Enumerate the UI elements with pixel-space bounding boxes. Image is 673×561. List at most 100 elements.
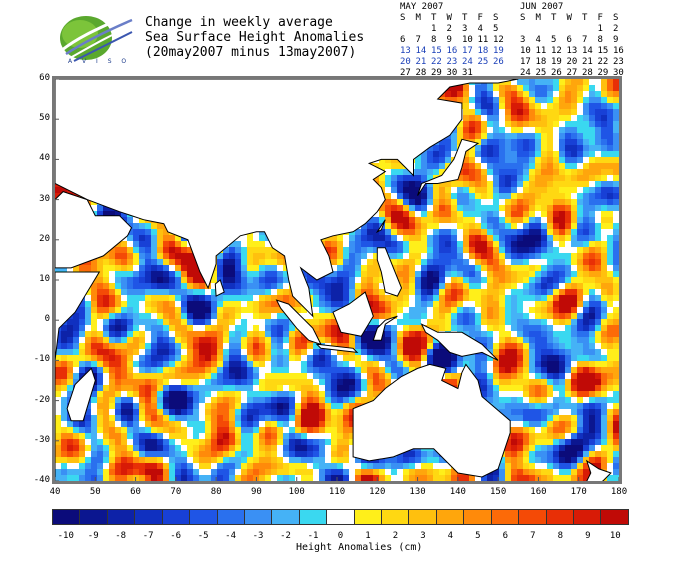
calendar-day: 4 <box>535 35 541 45</box>
calendar-day: 28 <box>582 68 593 78</box>
calendar-day: 23 <box>613 57 624 67</box>
calendar-day <box>400 24 416 35</box>
calendar-day: 9 <box>446 35 452 45</box>
color-scale-swatch <box>382 510 410 524</box>
calendar-day: 27 <box>566 68 578 78</box>
color-scale-swatch <box>436 510 465 524</box>
calendar-weekday: T <box>551 13 557 23</box>
color-scale-label: -1 <box>307 531 319 541</box>
latitude-tick-label: 0 <box>44 314 50 325</box>
calendar-title: JUN 2007 <box>520 2 564 12</box>
calendar-day: 17 <box>462 46 473 56</box>
calendar-day: 8 <box>597 35 603 45</box>
color-scale-swatch <box>135 510 163 524</box>
calendar-day: 11 <box>535 46 547 56</box>
australia-land <box>352 363 511 478</box>
calendar-day: 10 <box>520 46 531 56</box>
map-title-line-2: Sea Surface Height Anomalies <box>145 30 365 45</box>
latitude-tick-label: 50 <box>39 113 50 124</box>
color-scale-swatch <box>272 510 300 524</box>
latitude-tick-label: -40 <box>33 475 50 485</box>
color-scale-swatch <box>162 510 191 524</box>
calendar-day: 3 <box>520 35 526 45</box>
japan-land <box>417 138 480 196</box>
calendar-weekday: F <box>477 13 483 23</box>
calendar-day: 22 <box>431 57 442 67</box>
sulawesi-land <box>372 315 398 341</box>
calendar-day: 5 <box>493 24 499 34</box>
color-scale-swatch <box>217 510 245 524</box>
color-scale-label: 4 <box>447 531 454 541</box>
sea-surface-height-map <box>52 76 622 484</box>
longitude-tick-label: 110 <box>328 487 346 497</box>
calendar-day: 14 <box>582 46 593 56</box>
color-scale-label: 2 <box>392 531 399 541</box>
calendar-weekday: F <box>597 13 603 23</box>
logo-text: A V I S O <box>68 58 131 65</box>
asia-land <box>55 79 519 318</box>
calendar-day: 26 <box>551 68 562 78</box>
calendar-day <box>582 24 598 35</box>
longitude-tick-label: 150 <box>490 487 507 497</box>
calendar-day: 25 <box>477 57 489 67</box>
calendar-day: 13 <box>566 46 578 56</box>
madagascar-land <box>66 367 96 422</box>
calendar-day: 16 <box>613 46 624 56</box>
calendar-weekday: M <box>415 13 421 23</box>
color-scale-label: 5 <box>475 531 481 541</box>
longitude-tick-label: 70 <box>170 487 182 497</box>
calendar-day: 18 <box>477 46 489 56</box>
calendar-title: MAY 2007 <box>400 2 444 12</box>
calendar-day: 8 <box>431 35 437 45</box>
calendar-weekday: S <box>493 13 499 23</box>
color-scale-label: 7 <box>530 531 536 541</box>
calendar-day: 29 <box>597 68 609 78</box>
latitude-tick-label: -30 <box>33 434 50 445</box>
color-scale-label: 8 <box>557 531 564 541</box>
calendar-day <box>567 24 583 35</box>
calendar-day: 16 <box>446 46 458 56</box>
calendar-day: 27 <box>400 68 411 78</box>
aviso-logo <box>60 12 133 62</box>
calendar-jun: JUN 2007 S M T W T F S 1 2 3 4 5 6 7 8 9 10 11 12 13 14 15 16 17… <box>520 2 629 79</box>
color-scale-label: -8 <box>115 531 127 541</box>
calendar-day: 13 <box>400 46 411 56</box>
longitude-tick-label: 120 <box>369 487 386 497</box>
calendar-day: 14 <box>415 46 427 56</box>
calendar-day: 22 <box>597 57 609 67</box>
calendar-day: 25 <box>535 68 547 78</box>
calendar-day: 6 <box>566 35 572 45</box>
calendar-day: 7 <box>415 35 421 45</box>
calendar-day: 15 <box>431 46 442 56</box>
sumatra-land <box>275 299 322 346</box>
longitude-tick-label: 130 <box>409 487 426 497</box>
longitude-tick-label: 180 <box>610 487 628 497</box>
color-scale-label: -7 <box>142 531 154 541</box>
latitude-tick-label: 40 <box>39 153 50 164</box>
color-scale-label: -9 <box>87 531 99 541</box>
color-scale-swatch <box>574 510 602 524</box>
calendar-day: 5 <box>551 35 557 45</box>
africa-land <box>55 271 101 481</box>
color-scale-swatch <box>491 510 520 524</box>
calendar-weekday: S <box>400 13 406 23</box>
longitude-tick-label: 80 <box>210 487 222 497</box>
calendar-day <box>416 24 432 35</box>
longitude-tick-label: 60 <box>130 487 141 497</box>
calendar-day: 19 <box>551 57 562 67</box>
longitude-tick-label: 50 <box>89 487 101 497</box>
map-title-line-3: (20may2007 minus 13may2007) <box>145 45 357 60</box>
calendar-weekday: T <box>582 13 588 23</box>
longitude-tick-label: 40 <box>49 487 61 497</box>
calendar-weekday: T <box>462 13 468 23</box>
latitude-tick-label: -10 <box>33 354 50 365</box>
calendar-day: 30 <box>613 68 624 78</box>
calendar-day: 7 <box>582 35 588 45</box>
color-scale-swatch <box>519 510 547 524</box>
longitude-tick-label: 170 <box>570 487 587 497</box>
calendar-day: 20 <box>400 57 411 67</box>
calendar-day: 4 <box>477 24 483 34</box>
color-scale-bar <box>52 509 629 525</box>
calendar-day <box>551 24 567 35</box>
calendar-day: 23 <box>446 57 458 67</box>
